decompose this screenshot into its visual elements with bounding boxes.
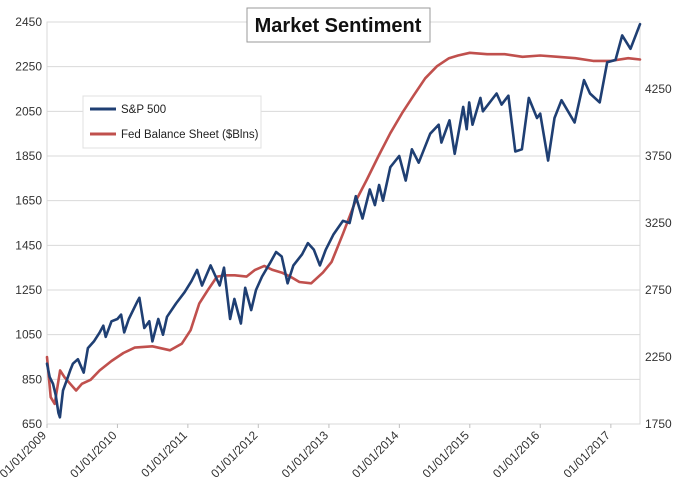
x-tick-label: 01/01/2011 xyxy=(138,428,190,480)
legend-label-fed: Fed Balance Sheet ($Blns) xyxy=(121,129,259,141)
left-tick-label: 1850 xyxy=(15,149,42,163)
x-tick-label: 01/01/2014 xyxy=(349,428,402,481)
right-tick-label: 1750 xyxy=(645,417,672,431)
x-tick-label: 01/01/2016 xyxy=(490,428,543,481)
left-tick-label: 1650 xyxy=(15,194,42,208)
left-axis-ticks: 650 850 1050 1250 1450 1650 1850 2050 2250 2450 xyxy=(15,15,42,431)
right-tick-label: 2750 xyxy=(645,283,672,297)
x-axis-ticks: 01/01/2009 01/01/2010 01/01/2011 01/01/2012… xyxy=(0,424,613,481)
chart-title: Market Sentiment xyxy=(255,15,422,37)
left-tick-label: 1450 xyxy=(15,238,42,252)
left-tick-label: 850 xyxy=(22,372,42,386)
right-axis-ticks: 1750 2250 2750 3250 3750 4250 xyxy=(645,82,672,431)
left-tick-label: 2250 xyxy=(15,60,42,74)
chart-title-box: Market Sentiment xyxy=(246,7,431,43)
right-tick-label: 2250 xyxy=(645,350,672,364)
left-tick-label: 2050 xyxy=(15,104,42,118)
x-tick-label: 01/01/2015 xyxy=(420,428,473,481)
x-tick-label: 01/01/2010 xyxy=(67,428,120,481)
x-tick-label: 01/01/2012 xyxy=(208,428,261,481)
right-tick-label: 3750 xyxy=(645,149,672,163)
left-tick-label: 650 xyxy=(22,417,42,431)
legend: S&P 500 Fed Balance Sheet ($Blns) xyxy=(82,95,262,149)
left-tick-label: 2450 xyxy=(15,15,42,29)
plot-area xyxy=(46,21,641,425)
x-tick-label: 01/01/2017 xyxy=(561,428,614,481)
series-line-sp500 xyxy=(45,22,642,419)
right-tick-label: 4250 xyxy=(645,82,672,96)
left-tick-label: 1050 xyxy=(15,328,42,342)
legend-label-sp500: S&P 500 xyxy=(121,104,166,116)
x-tick-label: 01/01/2009 xyxy=(0,428,49,481)
series-lines xyxy=(45,22,642,419)
x-tick-label: 01/01/2013 xyxy=(279,428,332,481)
gridlines xyxy=(47,21,640,425)
left-tick-label: 1250 xyxy=(15,283,42,297)
right-tick-label: 3250 xyxy=(645,216,672,230)
